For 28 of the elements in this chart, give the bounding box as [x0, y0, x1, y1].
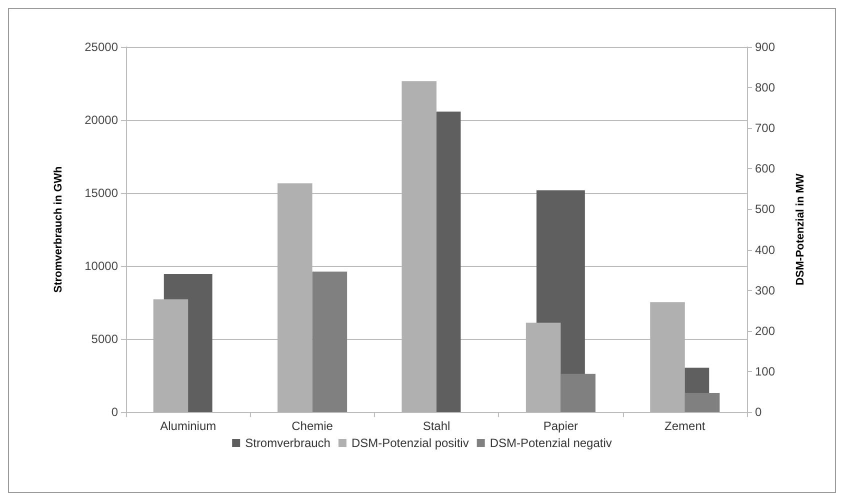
y-axis-title: Stromverbrauch in GWh: [52, 166, 64, 293]
y-tick-label: 25000: [84, 40, 118, 54]
bar: [560, 374, 596, 412]
x-tick-label: Stahl: [422, 419, 450, 433]
y-tick-label: 0: [111, 405, 118, 419]
y-tick-label: 10000: [84, 259, 118, 273]
y-tick-label: 20000: [84, 113, 118, 127]
y2-tick-label: 200: [755, 324, 776, 338]
x-tick-label: Zement: [664, 419, 706, 433]
y2-tick-label: 900: [755, 40, 776, 54]
y2-tick-label: 700: [755, 121, 776, 136]
legend-label: DSM-Potenzial positiv: [351, 436, 469, 450]
y-tick-label: 5000: [91, 332, 118, 346]
x-tick-label: Papier: [543, 419, 578, 433]
x-tick-label: Chemie: [292, 419, 334, 433]
legend-label: Stromverbrauch: [245, 436, 330, 450]
y2-tick-label: 800: [755, 80, 776, 95]
y2-tick-label: 500: [755, 202, 776, 216]
legend-label: DSM-Potenzial negativ: [490, 436, 612, 450]
y2-tick-label: 400: [755, 242, 776, 257]
y2-tick-label: 0: [755, 405, 762, 419]
y2-tick-label: 600: [755, 162, 776, 176]
bar: [312, 272, 348, 412]
y2-tick-label: 300: [755, 283, 776, 298]
x-tick-label: Aluminium: [160, 419, 216, 433]
y2-tick-label: 100: [755, 364, 776, 378]
y2-axis-title: DSM-Potenzial in MW: [794, 172, 806, 286]
y-tick-label: 15000: [84, 186, 118, 200]
